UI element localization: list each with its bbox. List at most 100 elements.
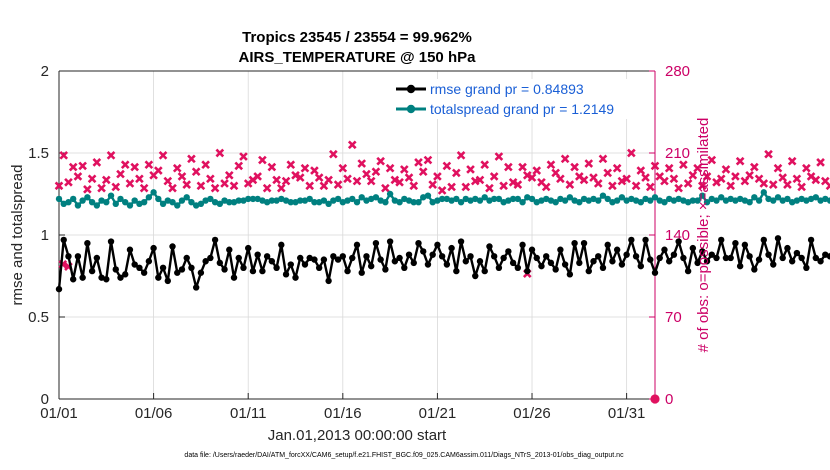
rmse-point [74, 253, 82, 260]
totalspread-point [396, 199, 403, 206]
obs-assimilated-marker-b [395, 177, 404, 187]
rmse-point [391, 258, 399, 265]
totalspread-point [661, 199, 668, 206]
rmse-point [164, 277, 171, 285]
rmse-point [453, 267, 460, 275]
rmse-point [547, 259, 555, 267]
totalspread-point [415, 199, 422, 206]
obs-assimilated-marker-b [560, 154, 570, 164]
totalspread-point [74, 202, 82, 209]
totalspread-point [514, 195, 522, 203]
rmse-point [613, 246, 621, 253]
obs-assimilated-marker-b [172, 163, 182, 173]
rmse-point [117, 274, 124, 281]
rmse-point [405, 251, 413, 258]
rmse-point [443, 261, 451, 268]
rmse-point [174, 269, 181, 276]
rmse-point [585, 267, 592, 275]
totalspread-point [812, 194, 820, 201]
obs-assimilated-marker-b [593, 179, 603, 188]
rmse-point [618, 261, 626, 268]
obs-assimilated-marker-b [707, 155, 717, 165]
obs-assimilated-marker-b [721, 165, 731, 174]
obs-assimilated-marker-b [773, 163, 783, 173]
totalspread-point [65, 199, 72, 206]
rmse-point [628, 236, 635, 244]
totalspread-point [117, 195, 124, 203]
rmse-point [216, 259, 224, 267]
rmse-point [349, 254, 356, 262]
totalspread-point [88, 199, 96, 206]
totalspread-point [325, 200, 332, 208]
totalspread-point [618, 194, 626, 201]
rmse-point [817, 258, 824, 265]
obs-assimilated-marker-b [144, 160, 154, 170]
obs-assimilated-marker-b [201, 160, 210, 170]
rmse-point [297, 254, 304, 262]
obs-assimilated-marker-b [598, 154, 608, 164]
rmse-point [500, 254, 507, 262]
rmse-point [107, 238, 115, 245]
obs-assimilated-marker-b [154, 166, 163, 175]
rmse-point [472, 272, 479, 280]
rmse-point [793, 249, 801, 257]
rmse-point [249, 267, 257, 275]
data-file-footnote: data file: /Users/raeder/DAI/ATM_forcXX/… [184, 452, 624, 459]
obs-assimilated-marker-b [253, 172, 262, 181]
obs-assimilated-marker-b [726, 181, 736, 191]
rmse-point [344, 267, 351, 275]
obs-assimilated-marker-b [276, 183, 286, 193]
rmse-point [301, 261, 309, 268]
totalspread-point [79, 197, 86, 204]
rmse-point [632, 253, 640, 260]
y-tick-label: 1 [41, 227, 49, 244]
obs-assimilated-marker-b [565, 180, 575, 189]
totalspread-point [178, 197, 186, 204]
totalspread-point [552, 199, 559, 206]
totalspread-point [760, 189, 767, 196]
obs-assimilated-marker-b [574, 172, 584, 181]
rmse-point [576, 259, 583, 267]
obs-assimilated-marker-b [508, 177, 518, 187]
y2-tick-label: 140 [665, 227, 690, 244]
obs-assimilated-marker-b [101, 175, 111, 185]
rmse-point [703, 258, 711, 265]
obs-assimilated-marker-b [489, 172, 499, 181]
totalspread-point [490, 195, 498, 203]
rmse-point [363, 253, 370, 260]
rmse-point [315, 264, 323, 271]
obs-assimilated-marker-b [589, 173, 598, 182]
obs-assimilated-marker-b [97, 183, 106, 193]
obs-assimilated-marker-b [78, 161, 87, 171]
totalspread-point [207, 195, 214, 203]
obs-assimilated-marker-b [679, 160, 688, 170]
rmse-point [708, 251, 715, 258]
rmse-point [528, 246, 536, 253]
obs-assimilated-marker-b [437, 186, 447, 195]
rmse-point [755, 256, 763, 263]
rmse-point [245, 244, 252, 252]
obs-assimilated-marker-b [59, 151, 69, 160]
obs-assimilated-marker-b [106, 151, 116, 160]
totalspread-point [112, 200, 119, 208]
rmse-point [661, 246, 668, 253]
obs-assimilated-marker-b [688, 170, 698, 180]
legend-rmse-marker [406, 84, 416, 94]
totalspread-point [561, 197, 569, 204]
totalspread-point [174, 202, 181, 209]
rmse-point [278, 241, 285, 249]
obs-assimilated-marker-b [778, 173, 788, 182]
obs-assimilated-marker-b [187, 154, 196, 164]
obs-assimilated-marker-b [792, 174, 802, 184]
rmse-point [311, 256, 318, 263]
totalspread-point [297, 197, 304, 204]
obs-assimilated-marker-b [352, 176, 362, 186]
obs-assimilated-marker-b [310, 166, 319, 175]
obs-assimilated-marker-b [537, 177, 546, 187]
rmse-point [259, 267, 266, 275]
rmse-point [684, 267, 692, 275]
totalspread-point [159, 200, 167, 208]
rmse-point [689, 244, 697, 252]
totalspread-point [699, 192, 706, 199]
rmse-point [462, 258, 469, 265]
